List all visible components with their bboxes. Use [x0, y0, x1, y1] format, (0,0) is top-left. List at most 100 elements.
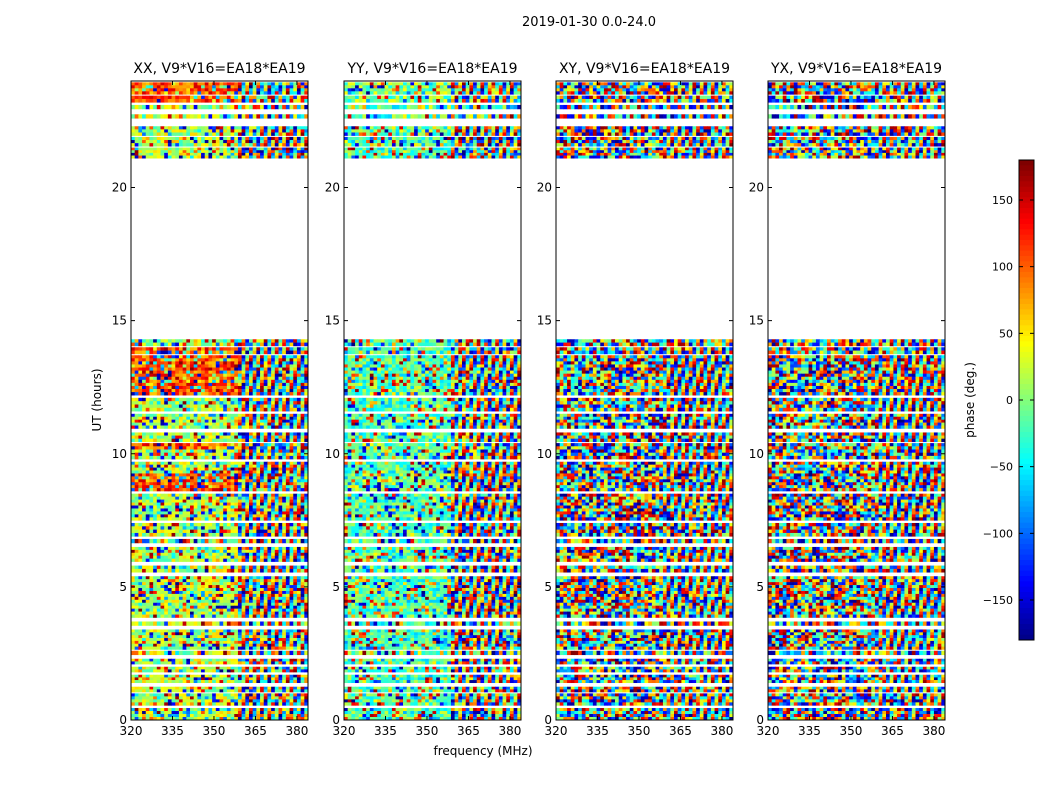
- heatmap-cell: [208, 496, 213, 500]
- heatmap-cell: [267, 658, 272, 662]
- heatmap-cell: [208, 473, 213, 477]
- heatmap-cell: [237, 677, 243, 681]
- heatmap-cell: [223, 693, 228, 697]
- heatmap-cell: [274, 511, 279, 515]
- heatmap-cell: [138, 693, 143, 697]
- heatmap-cell: [212, 514, 217, 518]
- heatmap-cell: [237, 470, 243, 474]
- heatmap-cell: [138, 555, 143, 559]
- heatmap-cell: [241, 576, 246, 580]
- heatmap-cell: [215, 635, 220, 639]
- heatmap-cell: [249, 714, 254, 718]
- heatmap-cell: [278, 397, 283, 402]
- heatmap-cell: [156, 511, 161, 515]
- heatmap-cell: [131, 669, 136, 673]
- heatmap-cell: [223, 347, 228, 351]
- heatmap-cell: [230, 590, 235, 595]
- heatmap-cell: [304, 711, 309, 715]
- heatmap-cell: [156, 382, 161, 387]
- heatmap-cell: [278, 505, 283, 509]
- heatmap-cell: [271, 568, 276, 573]
- heatmap-cell: [145, 680, 150, 684]
- heatmap-cell: [149, 370, 154, 374]
- heatmap-cell: [271, 546, 276, 551]
- heatmap-cell: [234, 638, 239, 642]
- heatmap-cell: [193, 470, 198, 474]
- heatmap-cell: [260, 680, 265, 684]
- heatmap-cell: [245, 373, 250, 378]
- heatmap-cell: [263, 638, 268, 642]
- heatmap-cell: [237, 585, 243, 589]
- heatmap-cell: [201, 425, 206, 429]
- heatmap-cell: [237, 666, 243, 670]
- heatmap-cell: [256, 532, 261, 537]
- heatmap-cell: [182, 621, 187, 626]
- heatmap-cell: [204, 629, 209, 633]
- heatmap-cell: [215, 565, 220, 570]
- heatmap-cell: [267, 699, 272, 703]
- heatmap-cell: [234, 558, 239, 562]
- heatmap-cell: [145, 674, 150, 678]
- heatmap-cell: [131, 389, 136, 393]
- heatmap-cell: [304, 407, 309, 412]
- heatmap-cell: [260, 407, 265, 412]
- heatmap-cell: [208, 407, 213, 412]
- heatmap-cell: [226, 582, 231, 586]
- heatmap-cell: [134, 629, 139, 633]
- heatmap-cell: [285, 511, 290, 515]
- heatmap-cell: [293, 499, 298, 503]
- heatmap-cell: [164, 432, 169, 436]
- heatmap-cell: [274, 397, 279, 402]
- heatmap-cell: [285, 364, 290, 368]
- heatmap-cell: [178, 702, 184, 706]
- heatmap-cell: [293, 496, 298, 500]
- heatmap-cell: [134, 640, 139, 645]
- heatmap-cell: [271, 565, 276, 570]
- heatmap-cell: [212, 392, 217, 396]
- heatmap-cell: [219, 479, 224, 483]
- heatmap-cell: [267, 392, 272, 396]
- heatmap-cell: [142, 355, 147, 359]
- heatmap-cell: [138, 717, 143, 721]
- heatmap-cell: [249, 669, 254, 673]
- heatmap-cell: [300, 526, 305, 530]
- heatmap-cell: [201, 611, 206, 615]
- heatmap-cell: [278, 422, 283, 426]
- heatmap-cell: [245, 605, 250, 609]
- heatmap-cell: [156, 538, 161, 544]
- heatmap-cell: [153, 714, 158, 718]
- heatmap-cell: [219, 493, 224, 497]
- heatmap-cell: [175, 546, 180, 551]
- heatmap-cell: [134, 514, 139, 518]
- heatmap-cell: [289, 608, 294, 612]
- heatmap-cell: [223, 717, 228, 721]
- heatmap-cell: [197, 643, 202, 647]
- heatmap-cell: [263, 464, 268, 468]
- heatmap-cell: [160, 373, 165, 378]
- heatmap-cell: [267, 416, 272, 420]
- heatmap-cell: [219, 379, 224, 384]
- heatmap-cell: [274, 565, 279, 570]
- heatmap-cell: [219, 485, 224, 489]
- heatmap-cell: [131, 596, 136, 601]
- heatmap-cell: [223, 599, 228, 604]
- heatmap-cell: [263, 608, 268, 612]
- heatmap-cell: [131, 467, 136, 471]
- heatmap-cell: [212, 599, 217, 604]
- heatmap-cell: [164, 565, 169, 570]
- heatmap-cell: [167, 370, 172, 374]
- heatmap-cell: [274, 413, 279, 418]
- heatmap-cell: [300, 568, 305, 573]
- heatmap-cell: [171, 464, 176, 468]
- heatmap-cell: [296, 646, 302, 650]
- heatmap-cell: [193, 511, 198, 515]
- heatmap-cell: [282, 717, 287, 721]
- heatmap-cell: [197, 565, 202, 570]
- heatmap-cell: [197, 669, 202, 673]
- heatmap-cell: [234, 461, 239, 465]
- heatmap-cell: [285, 488, 290, 492]
- heatmap-cell: [263, 708, 268, 712]
- heatmap-cell: [237, 614, 243, 618]
- heatmap-cell: [282, 646, 287, 650]
- heatmap-cell: [271, 576, 276, 580]
